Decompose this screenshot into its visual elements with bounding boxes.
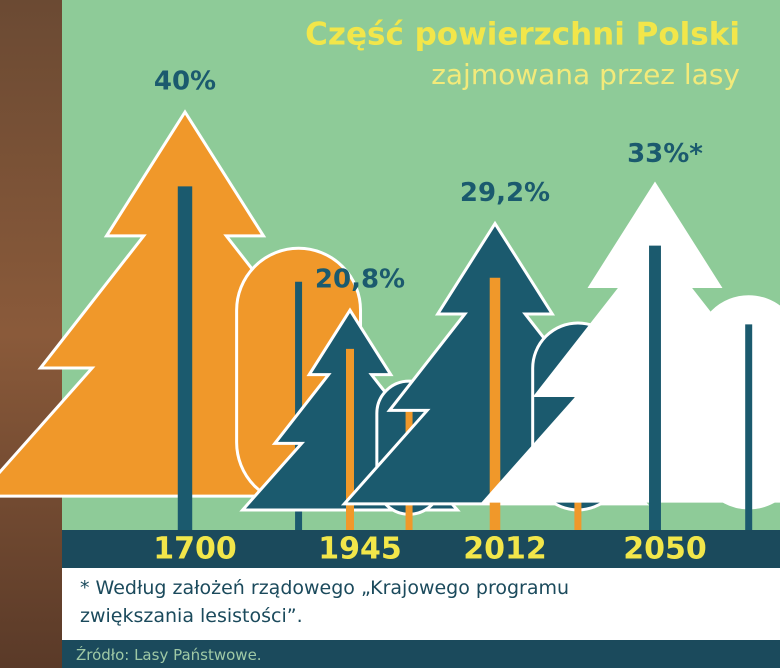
- source: Źródło: Lasy Państwowe.: [62, 640, 780, 668]
- year-label: 1945: [318, 532, 402, 567]
- year-label: 2012: [463, 532, 547, 567]
- footnote: * Według założeń rządowego „Krajowego pr…: [80, 574, 600, 630]
- value-label: 40%: [154, 67, 216, 97]
- photo-strip: [0, 0, 62, 668]
- chart-title: Część powierzchni Polski: [305, 17, 740, 53]
- year-label: 1700: [153, 532, 237, 567]
- chart: Część powierzchni Polski zajmowana przez…: [0, 0, 780, 668]
- leafy-tree: [698, 297, 780, 508]
- infographic: Część powierzchni Polski zajmowana przez…: [0, 0, 780, 668]
- chart-subtitle: zajmowana przez lasy: [431, 58, 740, 91]
- year-label: 2050: [623, 532, 707, 567]
- value-label: 20,8%: [315, 265, 405, 295]
- value-label: 33%*: [627, 139, 703, 169]
- value-label: 29,2%: [460, 178, 550, 208]
